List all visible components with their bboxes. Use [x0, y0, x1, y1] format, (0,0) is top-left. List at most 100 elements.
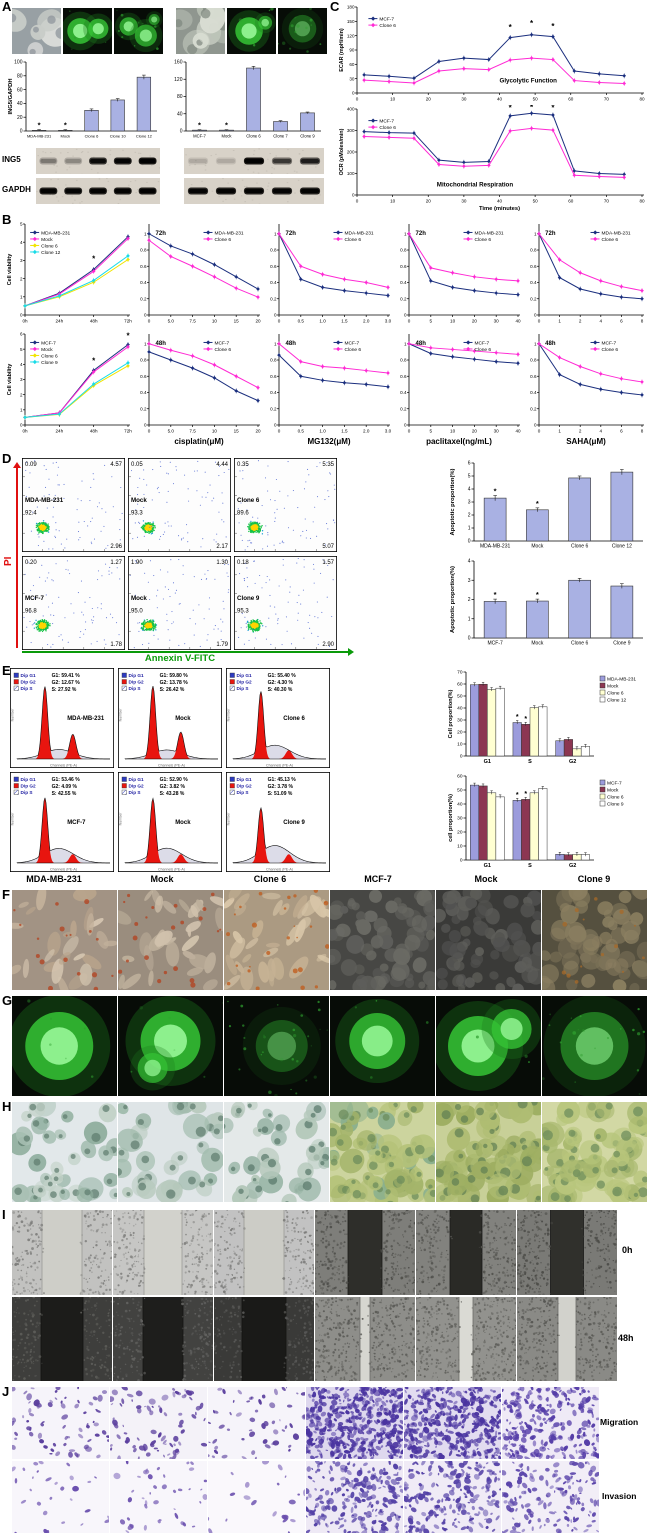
- pi-axis-arrow: [13, 462, 20, 648]
- svg-text:5: 5: [468, 474, 471, 480]
- svg-text:0: 0: [148, 429, 151, 434]
- flow-plot-3: 0.35 5.35 Clone 6 89.6 5.07: [234, 458, 337, 552]
- svg-text:1.78: 1.78: [110, 642, 122, 648]
- svg-text:20: 20: [17, 115, 23, 121]
- svg-text:Mock: Mock: [175, 716, 191, 722]
- svg-text:0.6: 0.6: [140, 374, 147, 379]
- svg-text:Channels (PE-A): Channels (PE-A): [158, 764, 185, 768]
- svg-text:10: 10: [212, 319, 218, 324]
- svg-text:Clone 6: Clone 6: [607, 795, 624, 801]
- western-blot-gapdh-mda: [36, 178, 160, 204]
- svg-text:89.6: 89.6: [237, 510, 249, 516]
- svg-text:100: 100: [14, 60, 23, 66]
- svg-text:48h: 48h: [90, 319, 98, 324]
- svg-text:60: 60: [568, 199, 574, 204]
- svg-text:0.4: 0.4: [270, 390, 277, 395]
- svg-text:*: *: [516, 714, 519, 721]
- wound-0h-2: [113, 1210, 213, 1295]
- svg-text:*: *: [551, 105, 555, 113]
- svg-text:MDA-MB-231: MDA-MB-231: [480, 544, 511, 550]
- svg-text:Apoptotic proportion(%): Apoptotic proportion(%): [450, 566, 456, 633]
- wound-48h-4: [315, 1297, 415, 1381]
- svg-text:60: 60: [349, 62, 355, 67]
- svg-text:20: 20: [255, 429, 261, 434]
- svg-text:50: 50: [457, 694, 463, 700]
- svg-text:7.5: 7.5: [189, 429, 196, 434]
- svg-text:MCF-7: MCF-7: [67, 820, 86, 826]
- svg-text:0: 0: [352, 91, 355, 96]
- svg-text:MCF-7: MCF-7: [193, 134, 206, 139]
- svg-text:*: *: [536, 590, 539, 599]
- svg-text:20: 20: [426, 199, 432, 204]
- cell-cycle-histogram-1: Dip G1 Dip G2 Dip S G1: 59.41 % G2: 12.67 % S…: [10, 668, 114, 768]
- svg-text:Cell viability: Cell viability: [7, 364, 13, 395]
- svg-text:4.44: 4.44: [216, 462, 228, 468]
- svg-text:Clone 6: Clone 6: [246, 134, 261, 139]
- svg-text:96.8: 96.8: [25, 608, 37, 614]
- svg-text:40: 40: [497, 97, 503, 102]
- transwell-migration-1: [12, 1387, 109, 1459]
- svg-text:Mock: Mock: [531, 544, 543, 550]
- micrograph-mcf-1: [176, 8, 225, 54]
- svg-text:80: 80: [17, 74, 23, 80]
- cisplatin-chart-mda: 0 0.2 0.4 0.6 0.8 1 0 5.0 7.5 10 15 20 MDA-MB-231 Clo…: [136, 220, 262, 326]
- column-label-mock1: Mock: [150, 874, 174, 884]
- saha-chart-mcf: 0 0.2 0.4 0.6 0.8 1 0 1 2 4 6 8 MCF-7 Clone 6 48h: [526, 330, 646, 436]
- svg-text:MDA-MB-231: MDA-MB-231: [25, 497, 64, 504]
- svg-text:3.0: 3.0: [385, 429, 392, 434]
- svg-text:0: 0: [538, 319, 541, 324]
- svg-text:Clone 12: Clone 12: [607, 698, 627, 704]
- svg-text:Mock: Mock: [131, 595, 147, 602]
- svg-text:0.6: 0.6: [270, 264, 277, 269]
- svg-text:5: 5: [430, 319, 433, 324]
- svg-text:0.2: 0.2: [530, 296, 537, 301]
- western-blot-ing5-mda: [36, 148, 160, 174]
- svg-text:1.0: 1.0: [319, 319, 326, 324]
- svg-text:0: 0: [468, 539, 471, 545]
- svg-text:MDA-MB-231: MDA-MB-231: [475, 230, 504, 236]
- svg-text:0.4: 0.4: [530, 390, 537, 395]
- svg-text:*: *: [64, 121, 67, 130]
- svg-text:72h: 72h: [545, 231, 556, 237]
- apoptosis-bar-mcf: 0 1 2 3 4 Apoptotic proportion(%) MCF-7 * Mock * C…: [448, 556, 646, 650]
- svg-text:72h: 72h: [124, 319, 132, 324]
- mg132-chart-mcf: 0 0.2 0.4 0.6 0.8 1 0 0.5 1.0 1.5 2.0 3.0 MCF-7 Clone…: [266, 330, 392, 436]
- svg-text:Dip G1: Dip G1: [21, 777, 36, 782]
- cell-proportion-bar-mda: 0 10 20 30 40 50 60 70 Cell proportion(%) G1 S G2 * M…: [446, 668, 646, 768]
- svg-text:3: 3: [468, 578, 471, 584]
- svg-text:5.0: 5.0: [168, 429, 175, 434]
- ing5-expression-bar-mda: 0 20 40 60 80 100 ING5/GAPDH MDA-MB-231 * Mock * Cl…: [6, 57, 160, 143]
- svg-text:Clone 6: Clone 6: [283, 716, 305, 722]
- svg-text:Channels (PE-A): Channels (PE-A): [158, 868, 185, 872]
- svg-text:60: 60: [457, 682, 463, 688]
- svg-text:S: 51.09 %: S: 51.09 %: [268, 791, 293, 797]
- panel-label-f: F: [2, 887, 10, 902]
- svg-text:Clone 9: Clone 9: [300, 134, 315, 139]
- transwell-invasion-2: [110, 1461, 207, 1533]
- flow-plot-6: 0.18 1.57 Clone 9 95.3 2.90: [234, 556, 337, 650]
- svg-text:Glycolytic Function: Glycolytic Function: [500, 78, 558, 85]
- bgal-micrograph-4: [330, 1102, 435, 1202]
- svg-text:Clone 12: Clone 12: [136, 134, 153, 139]
- svg-text:Dip G2: Dip G2: [21, 680, 36, 685]
- svg-text:40: 40: [515, 319, 521, 324]
- svg-text:0: 0: [460, 754, 463, 760]
- svg-text:G2: 12.67 %: G2: 12.67 %: [52, 680, 81, 686]
- svg-text:Clone 6: Clone 6: [571, 641, 588, 647]
- svg-text:72h: 72h: [156, 231, 167, 237]
- svg-text:0.18: 0.18: [237, 560, 249, 566]
- svg-text:1: 1: [468, 616, 471, 622]
- svg-text:G1: 45.13 %: G1: 45.13 %: [268, 777, 297, 783]
- svg-text:10: 10: [450, 319, 456, 324]
- svg-text:20: 20: [472, 429, 478, 434]
- stained-micrograph-3: [224, 890, 329, 990]
- svg-text:3.0: 3.0: [385, 319, 392, 324]
- stained-micrograph-1: [12, 890, 117, 990]
- svg-text:MDA-MB-231: MDA-MB-231: [607, 677, 636, 683]
- svg-text:2: 2: [20, 276, 23, 281]
- svg-text:92.4: 92.4: [25, 510, 37, 516]
- svg-text:5: 5: [20, 347, 23, 352]
- svg-text:Clone 6: Clone 6: [607, 691, 624, 697]
- svg-text:MDA-MB-231: MDA-MB-231: [345, 230, 374, 236]
